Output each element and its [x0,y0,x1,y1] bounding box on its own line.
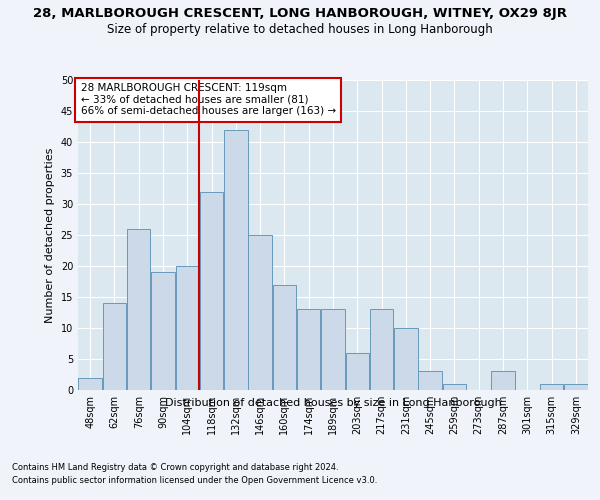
Text: Contains HM Land Registry data © Crown copyright and database right 2024.: Contains HM Land Registry data © Crown c… [12,462,338,471]
Text: 28 MARLBOROUGH CRESCENT: 119sqm
← 33% of detached houses are smaller (81)
66% of: 28 MARLBOROUGH CRESCENT: 119sqm ← 33% of… [80,83,335,116]
Bar [272,284,296,390]
Bar [491,372,515,390]
Bar [79,378,102,390]
Bar [127,229,151,390]
Bar [248,235,272,390]
Bar [370,310,394,390]
Bar [394,328,418,390]
Bar [346,353,369,390]
Bar [564,384,587,390]
Text: Distribution of detached houses by size in Long Hanborough: Distribution of detached houses by size … [164,398,502,407]
Bar [200,192,223,390]
Text: Size of property relative to detached houses in Long Hanborough: Size of property relative to detached ho… [107,22,493,36]
Bar [224,130,248,390]
Text: Contains public sector information licensed under the Open Government Licence v3: Contains public sector information licen… [12,476,377,485]
Text: 28, MARLBOROUGH CRESCENT, LONG HANBOROUGH, WITNEY, OX29 8JR: 28, MARLBOROUGH CRESCENT, LONG HANBOROUG… [33,8,567,20]
Bar [418,372,442,390]
Bar [176,266,199,390]
Bar [297,310,320,390]
Y-axis label: Number of detached properties: Number of detached properties [45,148,55,322]
Bar [443,384,466,390]
Bar [151,272,175,390]
Bar [321,310,345,390]
Bar [540,384,563,390]
Bar [103,303,126,390]
